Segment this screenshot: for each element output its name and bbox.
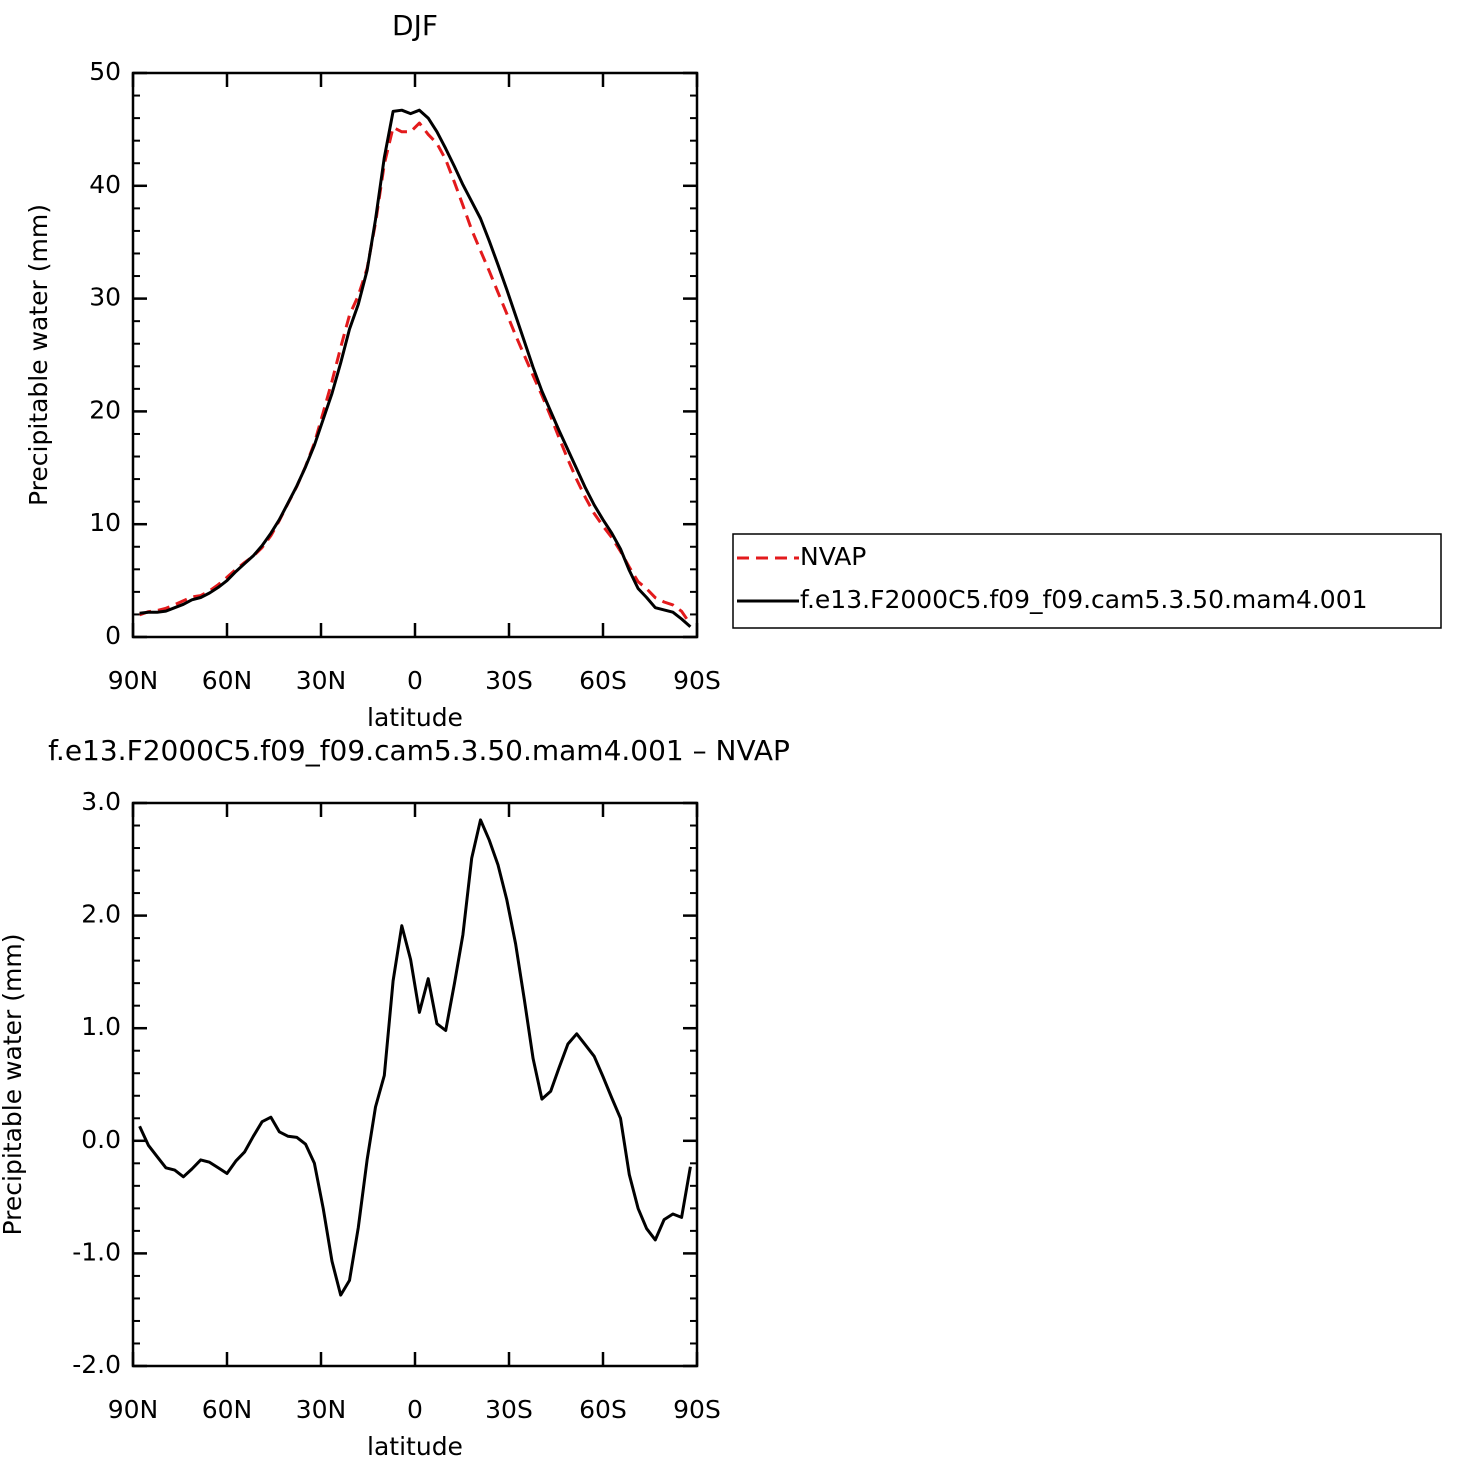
x-tick-label: 60S: [579, 1395, 627, 1424]
data-line: [138, 818, 692, 1297]
y-axis-label: Precipitable water (mm): [24, 204, 53, 506]
chart-title: DJF: [392, 9, 438, 42]
x-tick-label: 30N: [296, 1395, 347, 1424]
x-axis-label: latitude: [367, 1432, 463, 1461]
chart-title: f.e13.F2000C5.f09_f09.cam5.3.50.mam4.001…: [48, 734, 790, 767]
legend-label: NVAP: [800, 542, 866, 571]
x-tick-label: 60N: [202, 666, 253, 695]
y-tick-label: 20: [89, 395, 121, 424]
x-tick-label: 0: [407, 666, 423, 695]
y-tick-label: 2.0: [81, 900, 121, 929]
data-line: [139, 108, 692, 628]
legend-label: f.e13.F2000C5.f09_f09.cam5.3.50.mam4.001: [800, 585, 1368, 614]
x-axis-label: latitude: [367, 703, 463, 732]
legend-box: [732, 533, 1442, 629]
plot-frame: [131, 801, 699, 1368]
x-tick-label: 30S: [485, 1395, 533, 1424]
y-tick-label: 0: [105, 621, 121, 650]
plot-frame: [131, 71, 699, 639]
x-tick-label: 0: [407, 1395, 423, 1424]
y-tick-label: -2.0: [72, 1350, 121, 1379]
y-tick-label: 10: [89, 508, 121, 537]
y-tick-label: 40: [89, 170, 121, 199]
x-tick-label: 90N: [108, 666, 159, 695]
y-tick-label: 0.0: [81, 1125, 121, 1154]
x-tick-label: 60S: [579, 666, 627, 695]
x-tick-label: 90S: [673, 666, 721, 695]
y-axis-label: Precipitable water (mm): [0, 934, 27, 1236]
x-tick-label: 90N: [108, 1395, 159, 1424]
y-tick-label: 3.0: [81, 787, 121, 816]
y-tick-label: 50: [89, 57, 121, 86]
data-line: [139, 121, 692, 626]
y-tick-label: -1.0: [72, 1237, 121, 1266]
x-tick-label: 30S: [485, 666, 533, 695]
x-tick-label: 30N: [296, 666, 347, 695]
y-tick-label: 30: [89, 283, 121, 312]
x-tick-label: 90S: [673, 1395, 721, 1424]
x-tick-label: 60N: [202, 1395, 253, 1424]
y-tick-label: 1.0: [81, 1012, 121, 1041]
